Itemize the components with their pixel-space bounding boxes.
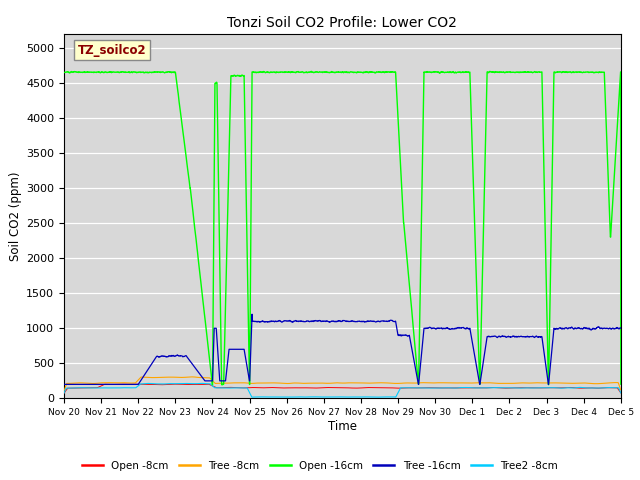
Y-axis label: Soil CO2 (ppm): Soil CO2 (ppm) — [9, 171, 22, 261]
Title: Tonzi Soil CO2 Profile: Lower CO2: Tonzi Soil CO2 Profile: Lower CO2 — [227, 16, 458, 30]
Legend: Open -8cm, Tree -8cm, Open -16cm, Tree -16cm, Tree2 -8cm: Open -8cm, Tree -8cm, Open -16cm, Tree -… — [78, 456, 562, 475]
Text: TZ_soilco2: TZ_soilco2 — [78, 44, 147, 57]
X-axis label: Time: Time — [328, 420, 357, 433]
